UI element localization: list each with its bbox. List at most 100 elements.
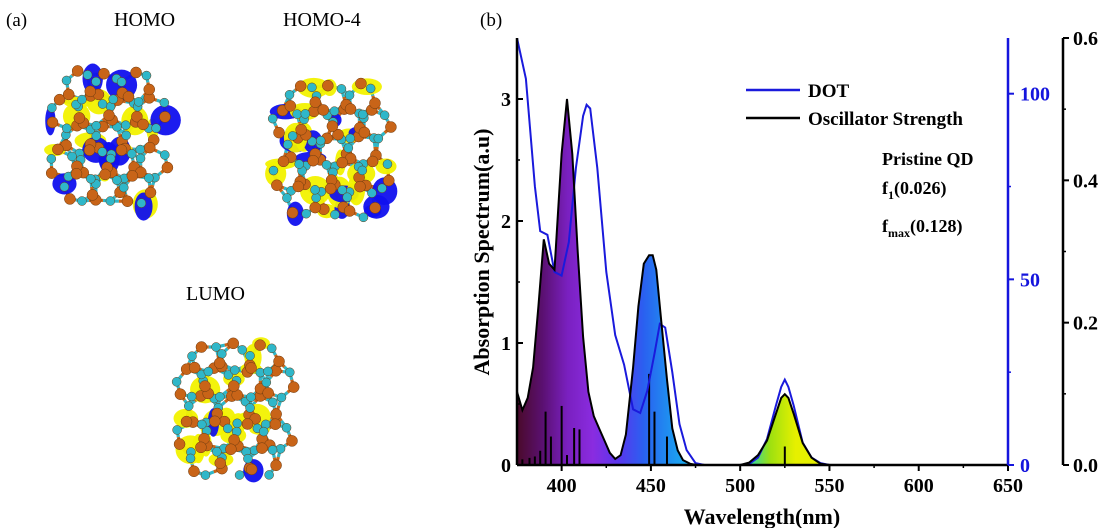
lumo-label: LUMO xyxy=(186,283,245,305)
atom xyxy=(83,144,96,156)
atom xyxy=(151,123,161,133)
atom xyxy=(59,182,70,192)
atom xyxy=(223,370,234,380)
atom xyxy=(354,180,366,193)
atom xyxy=(77,196,87,206)
atom xyxy=(119,182,129,193)
atom xyxy=(269,418,282,430)
homo-4-label: HOMO-4 xyxy=(283,9,361,31)
atom xyxy=(86,174,96,184)
atom xyxy=(345,133,355,144)
atom xyxy=(230,365,240,375)
atom xyxy=(276,392,287,403)
atom xyxy=(282,193,292,203)
right-y-tick-label: 0.2 xyxy=(1073,313,1098,335)
right-y-tick-label: 0.4 xyxy=(1073,170,1098,192)
atom xyxy=(127,149,137,159)
atom xyxy=(144,173,154,183)
atom xyxy=(228,380,240,392)
atom xyxy=(273,126,285,139)
atom xyxy=(385,121,397,133)
atom xyxy=(294,159,304,169)
atom xyxy=(258,426,269,437)
atom xyxy=(355,77,367,90)
oscillator-series-line xyxy=(517,98,1008,465)
atom xyxy=(70,168,83,180)
atom xyxy=(332,128,344,141)
atom xyxy=(105,196,116,206)
atom xyxy=(46,154,57,164)
atom xyxy=(183,401,194,411)
atom xyxy=(286,206,299,219)
atom xyxy=(336,84,347,94)
atom xyxy=(343,205,356,217)
atom xyxy=(197,419,207,430)
atom xyxy=(245,351,255,361)
atom xyxy=(187,351,197,361)
atom xyxy=(144,186,157,199)
atom xyxy=(186,391,197,402)
atom xyxy=(275,444,286,454)
atom xyxy=(245,463,258,476)
atom xyxy=(135,144,145,155)
atom xyxy=(64,193,76,205)
atom xyxy=(227,337,240,350)
atom xyxy=(270,459,282,472)
atom xyxy=(263,366,273,377)
atom xyxy=(137,118,149,131)
atom xyxy=(173,438,186,450)
atom xyxy=(383,174,395,187)
atom xyxy=(243,453,253,464)
atom xyxy=(98,67,110,80)
atom xyxy=(245,362,257,374)
atom xyxy=(301,208,311,219)
atom xyxy=(61,75,72,86)
atom xyxy=(185,453,196,464)
atom xyxy=(133,97,144,107)
atom xyxy=(122,90,135,103)
atom xyxy=(307,82,317,93)
atom xyxy=(77,94,87,105)
atom xyxy=(99,168,111,181)
atom xyxy=(367,188,377,198)
atom xyxy=(130,66,142,79)
atom xyxy=(174,388,187,400)
atom xyxy=(287,381,300,393)
atom xyxy=(45,167,58,179)
atom xyxy=(91,76,101,87)
atom xyxy=(67,151,77,162)
atom xyxy=(214,457,227,469)
atom xyxy=(159,97,170,108)
atom xyxy=(53,93,66,106)
atom xyxy=(285,367,295,378)
lumo-cluster-image xyxy=(171,337,300,483)
atom xyxy=(172,425,182,435)
atom xyxy=(315,135,326,146)
left-y-tick-label: 2 xyxy=(501,211,511,233)
chart-legend: DOT Oscillator Strength xyxy=(746,81,963,130)
x-tick-label: 650 xyxy=(993,475,1023,497)
atom xyxy=(324,182,337,195)
blue-y-tick-label: 0 xyxy=(1020,455,1030,477)
atom xyxy=(267,343,277,354)
left-y-tick-label: 0 xyxy=(501,455,511,477)
atom xyxy=(195,341,208,353)
atom xyxy=(121,195,134,207)
atom xyxy=(267,445,278,455)
x-tick-label: 500 xyxy=(725,475,755,497)
atom xyxy=(343,143,354,153)
atom xyxy=(161,161,174,174)
atom xyxy=(286,435,298,447)
atom xyxy=(112,175,122,185)
right-y-tick-label: 0.6 xyxy=(1073,28,1098,50)
atom xyxy=(273,355,285,368)
atom xyxy=(307,154,319,167)
atom xyxy=(246,392,256,402)
atom xyxy=(268,397,278,408)
homo-cluster-image xyxy=(44,63,181,221)
atom xyxy=(91,131,101,141)
atom xyxy=(294,80,307,92)
atom xyxy=(61,123,72,134)
legend-dot-label: DOT xyxy=(808,81,850,102)
atom xyxy=(212,447,222,457)
